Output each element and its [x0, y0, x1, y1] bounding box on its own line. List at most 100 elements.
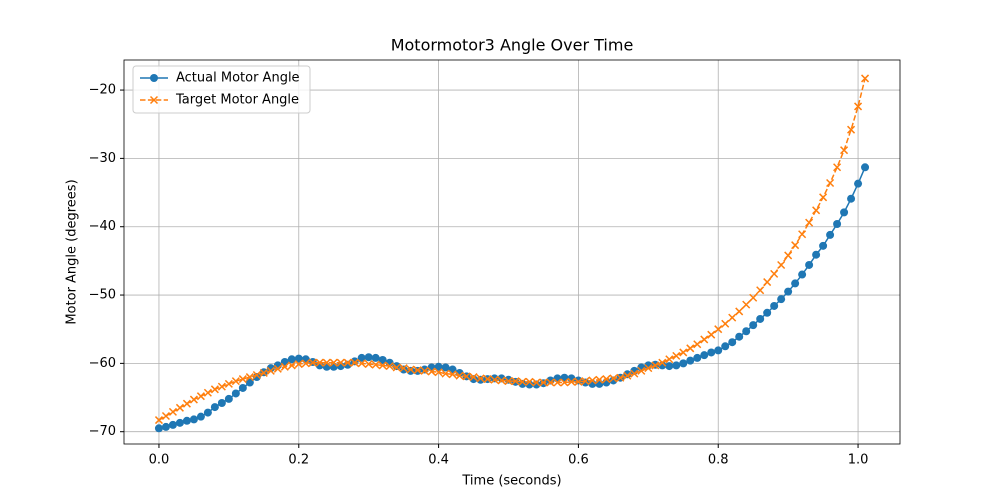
x-tick-label: 1.0: [848, 453, 869, 468]
marker: [861, 74, 870, 83]
marker: [476, 375, 485, 384]
marker: [364, 360, 373, 369]
marker: [462, 372, 471, 381]
marker: [511, 377, 520, 386]
marker: [595, 375, 604, 384]
marker: [805, 218, 814, 227]
marker: [399, 364, 408, 373]
marker: [560, 378, 569, 387]
marker: [665, 362, 674, 371]
marker: [602, 375, 611, 384]
legend-label: Actual Motor Angle: [176, 71, 300, 86]
marker: [413, 366, 422, 375]
chart-title: Motormotor3 Angle Over Time: [391, 36, 634, 55]
marker: [245, 378, 254, 387]
marker: [420, 365, 429, 374]
marker: [280, 362, 289, 371]
marker: [210, 385, 219, 394]
marker: [756, 286, 765, 295]
marker: [693, 353, 702, 362]
marker: [553, 378, 562, 387]
marker: [700, 335, 709, 344]
marker: [826, 178, 835, 188]
marker: [350, 357, 359, 366]
y-tick-label: −30: [89, 151, 116, 166]
marker: [161, 411, 170, 421]
marker: [343, 358, 352, 367]
x-tick-label: 0.2: [288, 453, 309, 468]
marker: [567, 377, 576, 386]
plot-frame: [123, 59, 901, 445]
marker: [812, 250, 821, 259]
marker: [371, 360, 380, 369]
marker: [784, 287, 793, 296]
marker: [735, 307, 744, 316]
marker: [742, 327, 751, 336]
marker: [469, 373, 478, 382]
marker: [609, 374, 618, 383]
marker: [693, 340, 702, 349]
marker: [154, 416, 163, 425]
marker: [581, 377, 590, 386]
marker: [847, 125, 856, 134]
marker: [252, 370, 261, 380]
marker: [266, 364, 275, 373]
marker: [833, 219, 842, 228]
marker: [728, 338, 737, 347]
marker: [224, 394, 233, 403]
marker: [287, 355, 296, 364]
legend-label: Target Motor Angle: [175, 93, 299, 108]
y-tick-label: −70: [89, 424, 116, 439]
marker: [539, 378, 548, 387]
marker: [238, 375, 247, 384]
marker: [448, 370, 457, 379]
marker: [819, 193, 828, 202]
marker: [182, 416, 191, 425]
marker: [329, 358, 338, 367]
marker: [637, 366, 646, 375]
x-tick-label: 0.0: [149, 453, 170, 468]
marker: [798, 230, 807, 239]
marker: [777, 260, 786, 270]
marker: [189, 395, 198, 404]
marker: [749, 293, 758, 302]
marker: [406, 366, 415, 375]
marker: [833, 163, 842, 172]
x-tick-label: 0.6: [568, 453, 589, 468]
marker: [616, 373, 625, 382]
marker: [777, 295, 786, 304]
marker: [756, 314, 765, 323]
marker: [231, 377, 240, 386]
marker: [441, 369, 450, 378]
marker: [707, 348, 716, 357]
marker: [203, 408, 212, 417]
marker: [420, 366, 429, 375]
marker: [168, 420, 177, 429]
marker: [490, 374, 499, 383]
marker: [784, 251, 793, 260]
marker: [812, 206, 821, 215]
marker: [287, 361, 296, 370]
marker: [357, 353, 366, 362]
marker: [574, 377, 583, 386]
marker: [819, 241, 828, 250]
marker: [175, 418, 184, 427]
marker: [294, 354, 303, 363]
marker: [588, 376, 597, 385]
marker: [658, 358, 667, 367]
marker: [840, 208, 849, 217]
marker: [700, 351, 709, 360]
marker: [392, 362, 401, 371]
marker: [581, 378, 590, 387]
marker: [525, 377, 534, 386]
marker: [707, 330, 716, 339]
marker: [378, 361, 387, 370]
y-tick-label: −50: [89, 288, 116, 303]
marker: [847, 194, 856, 203]
marker: [749, 321, 758, 330]
marker: [217, 399, 226, 408]
marker: [406, 365, 415, 374]
marker: [553, 374, 562, 383]
marker: [791, 279, 800, 288]
marker: [665, 355, 674, 364]
